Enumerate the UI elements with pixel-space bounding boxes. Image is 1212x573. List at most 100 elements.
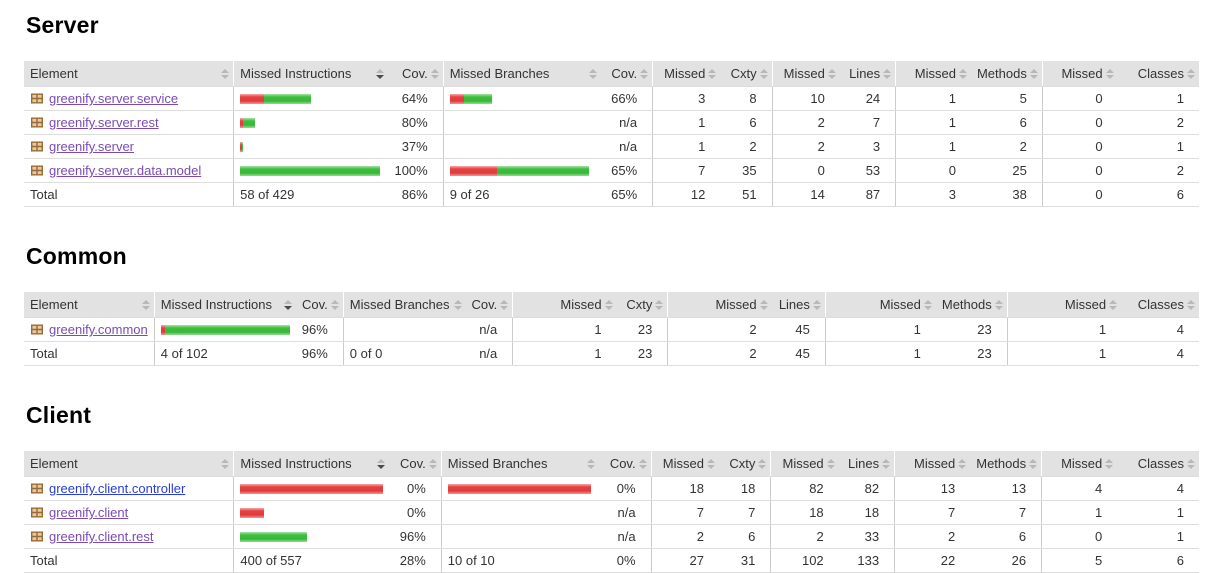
- column-header-label: Missed Branches: [447, 456, 548, 471]
- column-header-missed-cxty[interactable]: Missed: [650, 451, 719, 477]
- total-counter-cell: 3: [895, 182, 971, 207]
- covered-bar-segment: [496, 165, 589, 176]
- column-header-missed-classes[interactable]: Missed: [1041, 451, 1118, 477]
- column-header-branch-coverage[interactable]: Cov.: [599, 451, 652, 477]
- column-header-label: Lines: [849, 66, 881, 81]
- column-header-label: Classes: [1137, 297, 1184, 312]
- package-row: greenify.client.controller 0% 0% 18 18 82 82 13…: [24, 476, 1199, 501]
- package-link[interactable]: greenify.client.controller: [49, 481, 186, 496]
- column-header-instruction-coverage[interactable]: Cov.: [388, 61, 444, 87]
- column-header-missed-methods[interactable]: Missed: [894, 451, 971, 477]
- missed-branches-cell: [440, 476, 600, 501]
- sort-icon: [1105, 458, 1114, 469]
- column-header-missed-lines[interactable]: Missed: [667, 292, 772, 318]
- coverage-bar: [447, 483, 593, 494]
- column-header-missed-lines[interactable]: Missed: [771, 61, 840, 87]
- counter-cell: 4: [1117, 476, 1199, 501]
- missed-instructions-cell: [233, 134, 389, 159]
- sort-icon: [1187, 458, 1195, 469]
- section-server: Server Element Missed Instructions Cov. Mis…: [24, 12, 1199, 207]
- counter-cell: 0: [1041, 524, 1118, 549]
- branch-coverage-cell: n/a: [599, 524, 652, 549]
- column-header-cxty[interactable]: Cxty: [718, 451, 771, 477]
- column-header-branch-coverage[interactable]: Cov.: [465, 292, 513, 318]
- package-link[interactable]: greenify.server.service: [49, 91, 179, 106]
- column-header-lines[interactable]: Lines: [839, 61, 896, 87]
- counter-cell: 4: [1041, 476, 1118, 501]
- column-header-label: Cov.: [401, 66, 428, 81]
- column-header-missed-methods[interactable]: Missed: [824, 292, 936, 318]
- coverage-table: Element Missed Instructions Cov. Missed Bra…: [24, 292, 1199, 366]
- instruction-coverage-cell: 0%: [389, 476, 442, 501]
- header-row: Element Missed Instructions Cov. Missed Bra…: [24, 451, 1199, 477]
- element-cell: greenify.server.service: [24, 86, 234, 111]
- header-row: Element Missed Instructions Cov. Missed Bra…: [24, 292, 1199, 318]
- column-header-missed-branches[interactable]: Missed Branches: [440, 451, 600, 477]
- column-header-missed-instructions[interactable]: Missed Instructions: [233, 61, 389, 87]
- column-header-instruction-coverage[interactable]: Cov.: [389, 451, 442, 477]
- column-header-classes[interactable]: Classes: [1117, 451, 1199, 477]
- instruction-coverage-cell: 37%: [388, 134, 444, 159]
- counter-cell: 1: [512, 317, 617, 342]
- package-link[interactable]: greenify.common: [49, 322, 148, 337]
- instruction-coverage-cell: 96%: [389, 524, 442, 549]
- section-title: Server: [26, 12, 99, 38]
- missed-branches-cell: [442, 158, 601, 183]
- counter-cell: 0: [1041, 86, 1118, 111]
- sort-icon: [638, 458, 647, 469]
- column-header-branch-coverage[interactable]: Cov.: [600, 61, 653, 87]
- sort-icon: [221, 68, 230, 79]
- sort-icon: [1029, 68, 1038, 79]
- column-header-instruction-coverage[interactable]: Cov.: [295, 292, 344, 318]
- counter-cell: 1: [1041, 500, 1118, 525]
- package-link[interactable]: greenify.client: [49, 505, 129, 520]
- total-counter-cell: 23: [935, 341, 1008, 366]
- missed-bar-segment: [160, 324, 165, 335]
- package-icon: [31, 117, 43, 128]
- column-header-missed-cxty[interactable]: Missed: [652, 61, 721, 87]
- column-header-missed-instructions[interactable]: Missed Instructions: [153, 292, 296, 318]
- sort-icon: [1187, 299, 1195, 310]
- column-header-lines[interactable]: Lines: [838, 451, 895, 477]
- total-counter-cell: 5: [1041, 548, 1118, 573]
- column-header-cxty[interactable]: Cxty: [720, 61, 773, 87]
- package-link[interactable]: greenify.client.rest: [49, 529, 154, 544]
- column-header-missed-lines[interactable]: Missed: [770, 451, 839, 477]
- column-header-methods[interactable]: Methods: [970, 451, 1042, 477]
- counter-cell: 2: [770, 524, 839, 549]
- coverage-bar: [240, 141, 382, 152]
- column-header-missed-branches[interactable]: Missed Branches: [442, 61, 601, 87]
- column-header-missed-cxty[interactable]: Missed: [512, 292, 617, 318]
- package-link[interactable]: greenify.server.data.model: [49, 163, 202, 178]
- element-cell: greenify.client.controller: [24, 476, 234, 501]
- package-link[interactable]: greenify.server.rest: [49, 115, 159, 130]
- missed-bar-segment: [447, 483, 591, 494]
- column-header-element[interactable]: Element: [24, 451, 234, 477]
- column-header-missed-branches[interactable]: Missed Branches: [342, 292, 466, 318]
- column-header-methods[interactable]: Methods: [970, 61, 1043, 87]
- column-header-classes[interactable]: Classes: [1117, 61, 1199, 87]
- total-instructions-cell: 4 of 102: [153, 341, 296, 366]
- column-header-element[interactable]: Element: [24, 61, 234, 87]
- sort-icon: [812, 299, 821, 310]
- total-instruction-coverage-cell: 96%: [295, 341, 344, 366]
- column-header-missed-methods[interactable]: Missed: [895, 61, 971, 87]
- branch-coverage-cell: 0%: [599, 476, 652, 501]
- column-header-cxty[interactable]: Cxty: [616, 292, 668, 318]
- counter-cell: 2: [970, 134, 1043, 159]
- column-header-methods[interactable]: Methods: [935, 292, 1008, 318]
- counter-cell: 2: [1117, 110, 1199, 135]
- missed-instructions-cell: [233, 500, 390, 525]
- column-header-missed-instructions[interactable]: Missed Instructions: [233, 451, 390, 477]
- column-header-element[interactable]: Element: [24, 292, 155, 318]
- column-header-classes[interactable]: Classes: [1121, 292, 1199, 318]
- missed-bar-segment: [240, 507, 265, 518]
- package-link[interactable]: greenify.server: [49, 139, 135, 154]
- counter-cell: 10: [771, 86, 840, 111]
- column-header-missed-classes[interactable]: Missed: [1041, 61, 1118, 87]
- sort-icon: [376, 68, 385, 79]
- column-header-lines[interactable]: Lines: [771, 292, 826, 318]
- column-header-label: Missed: [1064, 297, 1107, 312]
- branch-coverage-cell: n/a: [600, 110, 653, 135]
- column-header-missed-classes[interactable]: Missed: [1006, 292, 1122, 318]
